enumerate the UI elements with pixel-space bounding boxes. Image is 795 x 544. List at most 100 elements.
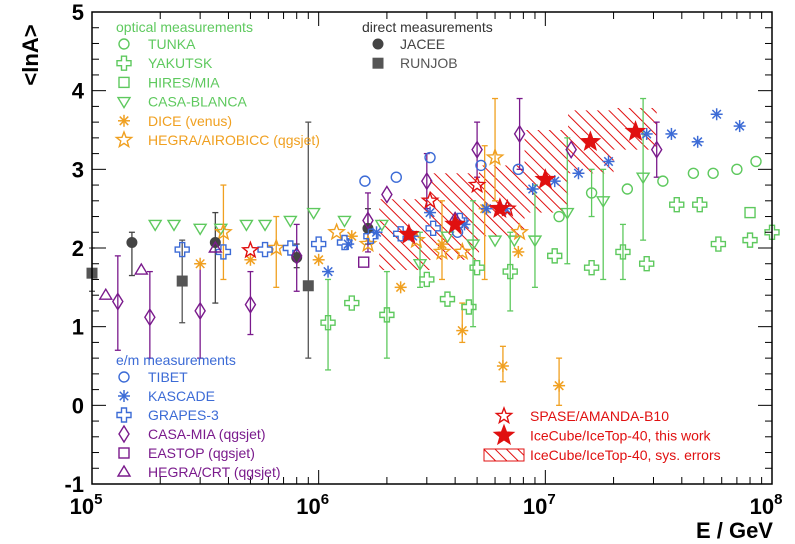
marker-kascade <box>322 265 335 278</box>
legend-marker <box>114 130 134 149</box>
marker-tunka <box>731 163 743 176</box>
marker-dice-venus- <box>194 257 207 270</box>
marker-yakutsk <box>379 307 395 323</box>
marker-yakutsk <box>344 295 360 311</box>
legend-entry: TUNKA <box>148 36 196 52</box>
marker-yakutsk <box>742 232 758 248</box>
marker-yakutsk <box>710 236 727 252</box>
marker-yakutsk <box>583 259 600 276</box>
marker-casa-blanca <box>412 259 428 272</box>
marker-casa-mia-qgsjet- <box>513 124 526 144</box>
legend-entry: HEGRA/CRT (qgsjet) <box>148 464 281 480</box>
asterisk-stroke <box>734 121 745 131</box>
marker-jacee <box>126 236 138 248</box>
marker-casa-blanca <box>507 235 522 248</box>
legend-entry: YAKUTSK <box>148 55 213 71</box>
marker-yakutsk <box>439 291 456 307</box>
marker-kascade <box>526 183 539 195</box>
marker-casa-blanca <box>487 235 503 248</box>
legend-marker <box>483 448 525 462</box>
asterisk-stroke <box>549 176 560 186</box>
marker-tunka <box>553 210 565 223</box>
marker-yakutsk <box>469 259 485 276</box>
y-tick-label: 3 <box>72 157 84 182</box>
x-tick-label: 108 <box>750 491 783 519</box>
x-tick-label: 105 <box>70 491 103 519</box>
legend-entry: HIRES/MIA <box>148 74 220 90</box>
marker-kascade <box>572 167 585 180</box>
marker-grapes-3 <box>174 241 190 258</box>
x-tick-label: 106 <box>296 491 329 519</box>
marker-kascade <box>602 155 615 168</box>
marker-tunka <box>621 183 634 195</box>
marker-hegra-crt-qgsjet- <box>98 287 113 300</box>
marker-grapes-3 <box>310 236 327 252</box>
marker-tunka <box>750 155 762 168</box>
marker-hegra-airobicc-qgsjet- <box>510 222 530 241</box>
legend-entry: SPASE/AMANDA-B10 <box>530 408 669 424</box>
marker-icecube-icetop-40-this-work <box>488 197 511 218</box>
legend-entry: DICE (venus) <box>148 113 232 129</box>
x-axis-label: E / GeV <box>696 518 773 543</box>
legend-entry: RUNJOB <box>400 55 458 71</box>
y-tick-label: 1 <box>72 315 84 340</box>
marker-dice-venus- <box>394 281 407 294</box>
marker-tibet <box>359 175 371 187</box>
marker-icecube-icetop-40-this-work <box>624 120 647 141</box>
marker-kascade <box>640 127 653 140</box>
marker-casa-mia-qgsjet- <box>244 295 257 314</box>
legend-marker <box>372 38 384 50</box>
marker-yakutsk <box>669 197 685 213</box>
legend-marker <box>116 464 132 477</box>
marker-yakutsk <box>638 256 655 272</box>
marker-casa-mia-qgsjet- <box>290 246 303 266</box>
marker-dice-venus- <box>456 324 469 337</box>
marker-hegra-airobicc-qgsjet- <box>452 241 472 261</box>
marker-kascade <box>480 202 493 215</box>
marker-runjob <box>176 275 188 287</box>
marker-icecube-icetop-40-this-work <box>398 223 420 244</box>
marker-casa-blanca <box>465 239 481 252</box>
marker-icecube-icetop-40-this-work <box>579 130 602 152</box>
marker-dice-venus- <box>345 230 358 243</box>
legend: optical measurements direct measurements e… <box>114 19 721 480</box>
marker-grapes-3 <box>336 234 353 251</box>
marker-hires-mia <box>744 206 756 219</box>
legend-marker <box>116 55 132 71</box>
marker-kascade <box>424 206 437 219</box>
marker-tunka <box>707 167 719 179</box>
legend-marker <box>116 407 132 423</box>
marker-spase-amanda-b10 <box>420 190 440 209</box>
axis-ticks <box>91 11 773 485</box>
legend-entry: HEGRA/AIROBICC (qgsjet) <box>148 132 320 148</box>
legend-entry: TIBET <box>148 369 188 385</box>
legend-marker <box>118 424 130 444</box>
marker-yakutsk <box>615 244 631 260</box>
marker-spase-amanda-b10 <box>467 175 487 194</box>
legend-entry: KASCADE <box>148 388 215 404</box>
asterisk-stroke <box>711 109 722 120</box>
marker-icecube-icetop-40-this-work <box>534 168 557 189</box>
legend-group-title: e/m measurements <box>116 352 236 368</box>
marker-dice-venus- <box>496 360 509 372</box>
marker-yakutsk <box>547 248 563 264</box>
legend-entry: CASA-MIA (qgsjet) <box>148 426 265 442</box>
asterisk-stroke <box>666 129 677 139</box>
asterisk-stroke <box>195 258 205 269</box>
asterisk-stroke <box>395 282 406 293</box>
y-tick-label: 4 <box>72 79 85 104</box>
marker-yakutsk <box>764 224 780 240</box>
asterisk-stroke <box>371 227 382 238</box>
marker-casa-blanca <box>337 215 352 228</box>
marker-tunka <box>585 187 598 199</box>
legend-entry: EASTOP (qgsjet) <box>148 445 255 461</box>
legend-marker <box>118 390 130 402</box>
asterisk-stroke <box>347 231 357 241</box>
marker-casa-mia-qgsjet- <box>471 140 483 159</box>
legend-marker <box>118 371 130 383</box>
marker-kascade <box>370 226 383 239</box>
marker-casa-blanca <box>527 235 543 248</box>
marker-casa-mia-qgsjet- <box>362 211 374 230</box>
asterisk-stroke <box>481 203 492 214</box>
